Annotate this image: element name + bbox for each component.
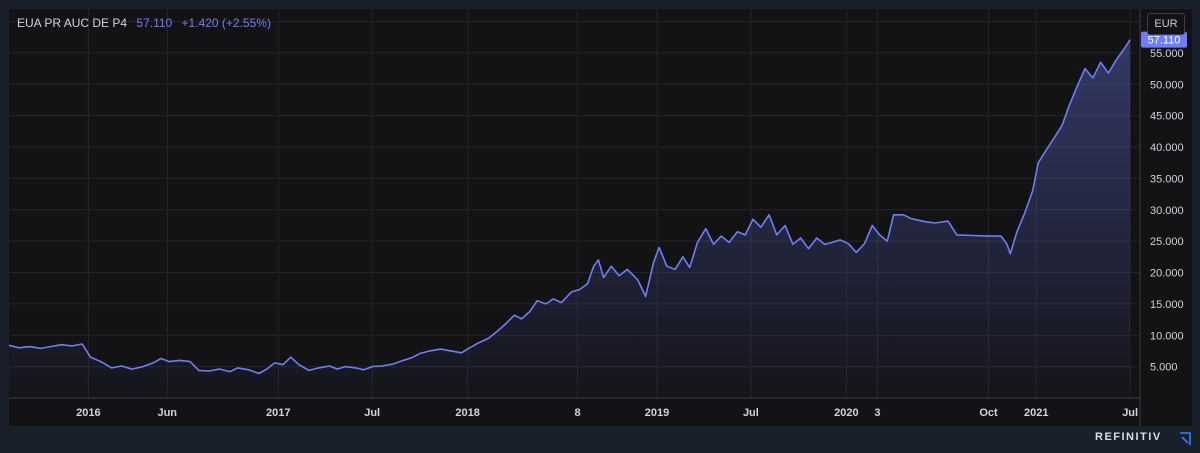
x-tick-label: 2016 (76, 407, 100, 419)
price-line[interactable] (8, 39, 1131, 375)
currency-button[interactable]: EUR (1147, 13, 1185, 35)
y-tick-label: 5.000 (1150, 362, 1178, 374)
chart-legend: EUA PR AUC DE P4 57.110 +1.420 (+2.55%) (17, 16, 271, 30)
y-tick-label: 50.000 (1150, 79, 1184, 91)
price-area (9, 39, 1131, 398)
x-tick-label: 2017 (266, 407, 290, 419)
x-tick-label: Jul (364, 407, 380, 419)
x-tick-label: Oct (979, 407, 998, 419)
last-price-tag-label: 57.110 (1148, 35, 1181, 47)
y-tick-label: 25.000 (1150, 236, 1184, 248)
x-tick-label: Jun (157, 407, 177, 419)
brand-logo: REFINITIV (1095, 431, 1162, 443)
last-price-tag (1141, 31, 1187, 48)
x-tick-label: 3 (874, 407, 880, 419)
x-tick-label: 2018 (455, 407, 479, 419)
y-tick-label: 45.000 (1150, 111, 1184, 123)
y-tick-label: 40.000 (1150, 142, 1184, 154)
x-tick-label: 2019 (645, 407, 669, 419)
y-tick-label: 15.000 (1150, 299, 1184, 311)
y-tick-label: 30.000 (1150, 205, 1184, 217)
last-value: 57.110 (136, 16, 173, 30)
refinitiv-logo-icon (1180, 432, 1191, 445)
y-tick-label: 55.000 (1150, 48, 1184, 60)
y-tick-label: 20.000 (1150, 268, 1184, 280)
change-value: +1.420 (+2.55%) (181, 16, 271, 30)
x-tick-label: 8 (575, 407, 581, 419)
x-tick-label: 2020 (834, 407, 858, 419)
y-tick-label: 10.000 (1150, 330, 1184, 342)
x-tick-label: Jul (1122, 407, 1138, 419)
y-tick-label: 35.000 (1150, 173, 1184, 185)
x-tick-label: Jul (743, 407, 759, 419)
symbol-label: EUA PR AUC DE P4 (17, 16, 128, 30)
x-tick-label: 2021 (1024, 407, 1048, 419)
